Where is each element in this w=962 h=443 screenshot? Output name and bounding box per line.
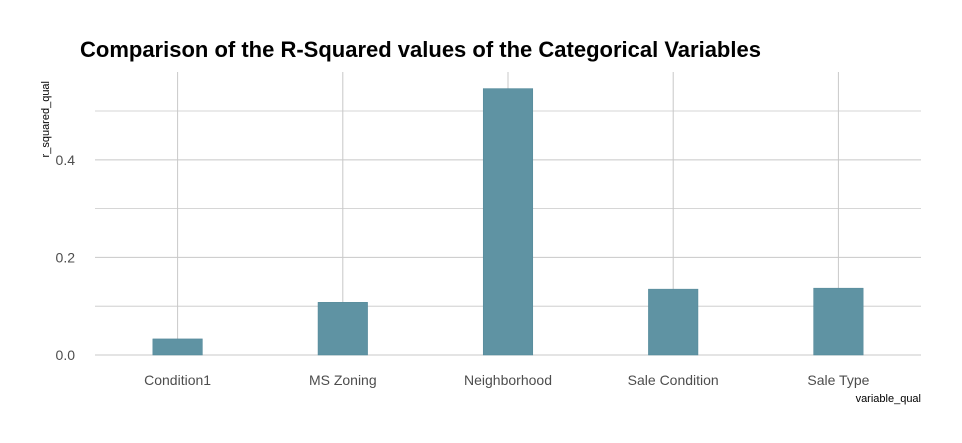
x-axis-title: variable_qual — [856, 393, 921, 405]
x-axis-ticks: Condition1 MS Zoning Neighborhood Sale Cond… — [144, 372, 869, 388]
x-tick-label: MS Zoning — [309, 372, 377, 388]
bar-condition1 — [152, 338, 203, 356]
bar-neighborhood — [482, 88, 534, 356]
y-tick-label: 0.4 — [56, 152, 76, 168]
bars — [152, 88, 864, 356]
chart-title: Comparison of the R-Squared values of th… — [80, 37, 761, 62]
bar-ms-zoning — [317, 302, 368, 356]
bar-sale-type — [813, 287, 864, 356]
y-tick-label: 0.2 — [56, 249, 76, 265]
x-tick-label: Sale Condition — [628, 372, 719, 388]
y-axis-ticks: 0.0 0.2 0.4 — [56, 152, 76, 363]
x-tick-label: Condition1 — [144, 372, 211, 388]
y-axis-title: r_squared_qual — [40, 81, 52, 157]
x-tick-label: Sale Type — [807, 372, 869, 388]
y-tick-label: 0.0 — [56, 347, 76, 363]
x-tick-label: Neighborhood — [464, 372, 552, 388]
bar-sale-condition — [648, 288, 699, 356]
